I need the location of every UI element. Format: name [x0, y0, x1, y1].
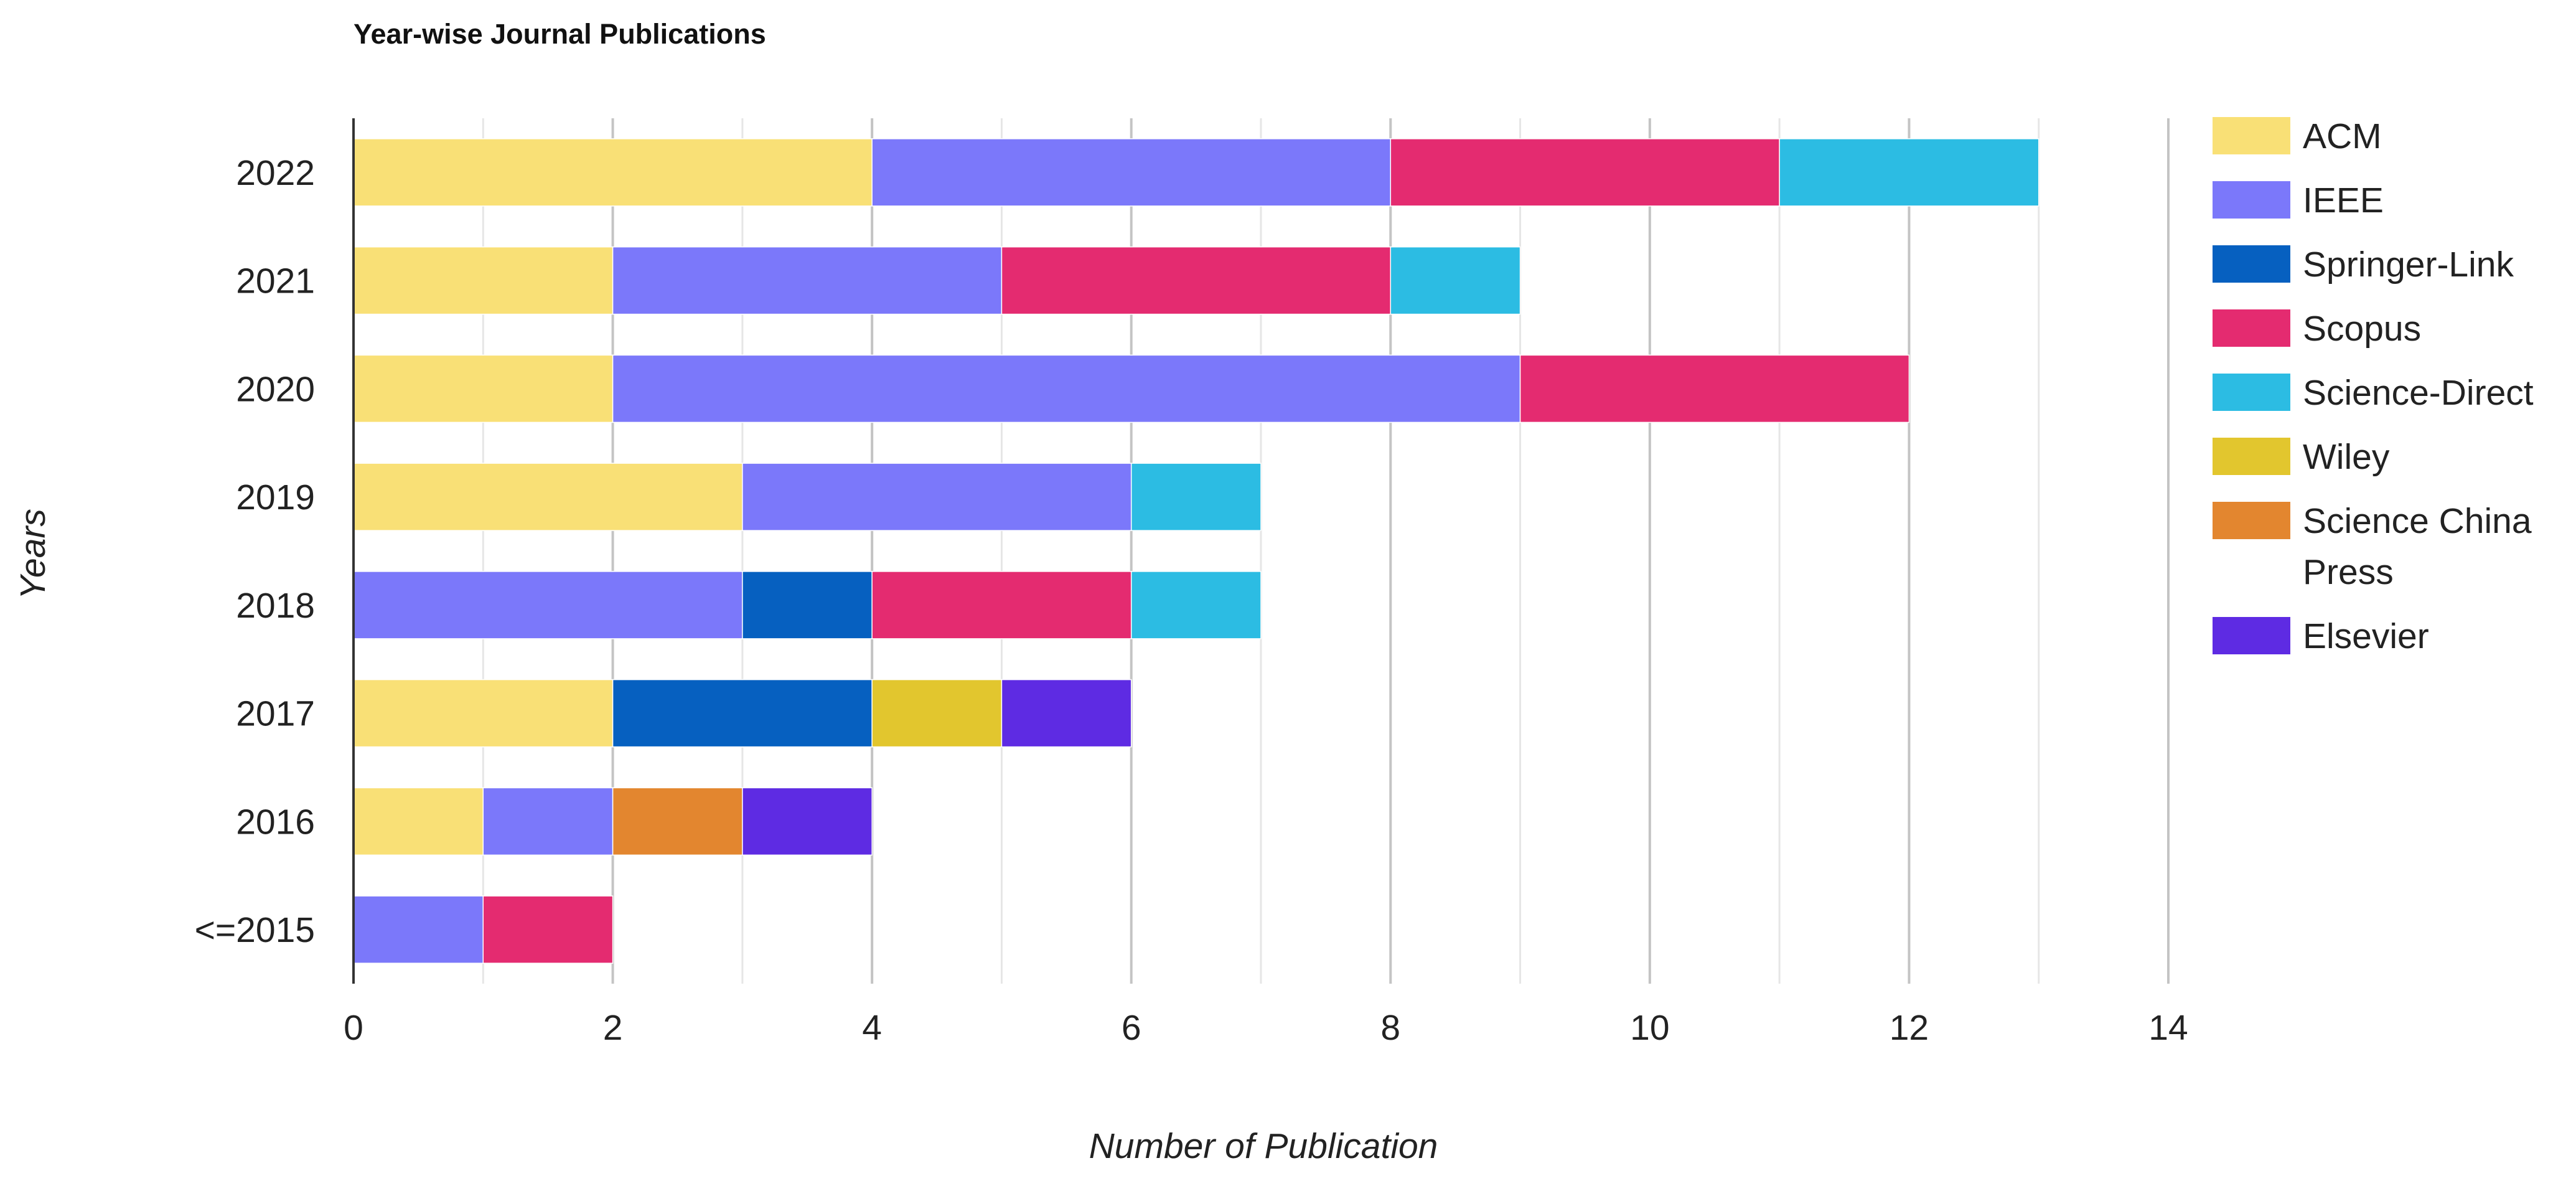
legend-swatch-springer-link	[2213, 245, 2290, 283]
bar-segment-acm	[353, 679, 614, 748]
x-axis-ticks: 0 2 4 6 8 10 12 14	[344, 1008, 2188, 1048]
x-tick-label: 4	[862, 1008, 882, 1048]
chart-title: Year-wise Journal Publications	[354, 18, 766, 50]
bar-segment-ieee	[353, 895, 484, 964]
bar-segment-scopus	[871, 571, 1132, 639]
x-tick-label: 14	[2148, 1008, 2188, 1048]
y-tick-label: 2018	[236, 586, 315, 626]
x-tick-label: 12	[1890, 1008, 1929, 1048]
bar-segment-ieee	[871, 138, 1392, 207]
bar-segment-ieee	[482, 787, 614, 856]
bars	[353, 138, 2040, 964]
legend-label-scopus: Scopus	[2303, 309, 2421, 349]
legend-swatch-scopus	[2213, 309, 2290, 347]
bar-segment-ieee	[612, 354, 1521, 423]
bar-segment-scopus	[482, 895, 614, 964]
legend-label-science-china-press: Science China	[2303, 501, 2532, 541]
x-tick-label: 2	[603, 1008, 623, 1048]
bar-segment-springer-link	[742, 571, 873, 639]
legend-swatch-science-direct	[2213, 374, 2290, 411]
legend-label-acm: ACM	[2303, 116, 2382, 156]
legend-label-science-china-press: Press	[2303, 552, 2394, 592]
bar-segment-acm	[353, 787, 484, 856]
bar-segment-acm	[353, 246, 614, 315]
bar-segment-scopus	[1519, 354, 1910, 423]
bar-segment-elsevier	[1001, 679, 1132, 748]
y-tick-label: 2021	[236, 261, 315, 301]
bar-segment-science-direct	[1130, 463, 1262, 531]
legend-label-wiley: Wiley	[2303, 437, 2390, 477]
legend-swatch-wiley	[2213, 438, 2290, 475]
bar-segment-scopus	[1001, 246, 1392, 315]
y-axis-title: Years	[13, 509, 53, 600]
legend-swatch-science-china-press	[2213, 502, 2290, 539]
legend-label-ieee: IEEE	[2303, 181, 2384, 220]
bar-segment-science-direct	[1130, 571, 1262, 639]
bar-segment-scopus	[1390, 138, 1780, 207]
legend-label-springer-link: Springer-Link	[2303, 245, 2514, 285]
bar-segment-ieee	[612, 246, 1003, 315]
bar-segment-acm	[353, 463, 743, 531]
legend: ACM IEEE Springer-Link Scopus Science-Direct…	[2213, 116, 2534, 656]
legend-label-science-direct: Science-Direct	[2303, 373, 2534, 413]
y-tick-label: 2019	[236, 478, 315, 517]
y-tick-label: 2017	[236, 694, 315, 734]
bar-segment-ieee	[353, 571, 743, 639]
bar-segment-acm	[353, 354, 614, 423]
bar-segment-acm	[353, 138, 873, 207]
bar-segment-science-direct	[1779, 138, 2040, 207]
bar-segment-springer-link	[612, 679, 873, 748]
bar-segment-elsevier	[742, 787, 873, 856]
x-tick-label: 0	[344, 1008, 363, 1048]
y-axis-ticks: 2022 2021 2020 2019 2018 2017 2016 <=2015	[195, 153, 315, 950]
legend-swatch-elsevier	[2213, 617, 2290, 654]
bar-segment-ieee	[742, 463, 1132, 531]
y-tick-label: 2020	[236, 369, 315, 409]
x-axis-title: Number of Publication	[1089, 1126, 1438, 1166]
x-tick-label: 10	[1630, 1008, 1669, 1048]
x-tick-label: 8	[1380, 1008, 1400, 1048]
y-tick-label: 2016	[236, 802, 315, 842]
legend-label-elsevier: Elsevier	[2303, 616, 2429, 656]
legend-swatch-acm	[2213, 117, 2290, 154]
y-tick-label: 2022	[236, 153, 315, 193]
bar-segment-science-china-press	[612, 787, 743, 856]
bar-segment-wiley	[871, 679, 1003, 748]
x-tick-label: 6	[1122, 1008, 1141, 1048]
legend-swatch-ieee	[2213, 181, 2290, 219]
bar-segment-science-direct	[1390, 246, 1521, 315]
y-tick-label: <=2015	[195, 910, 315, 950]
